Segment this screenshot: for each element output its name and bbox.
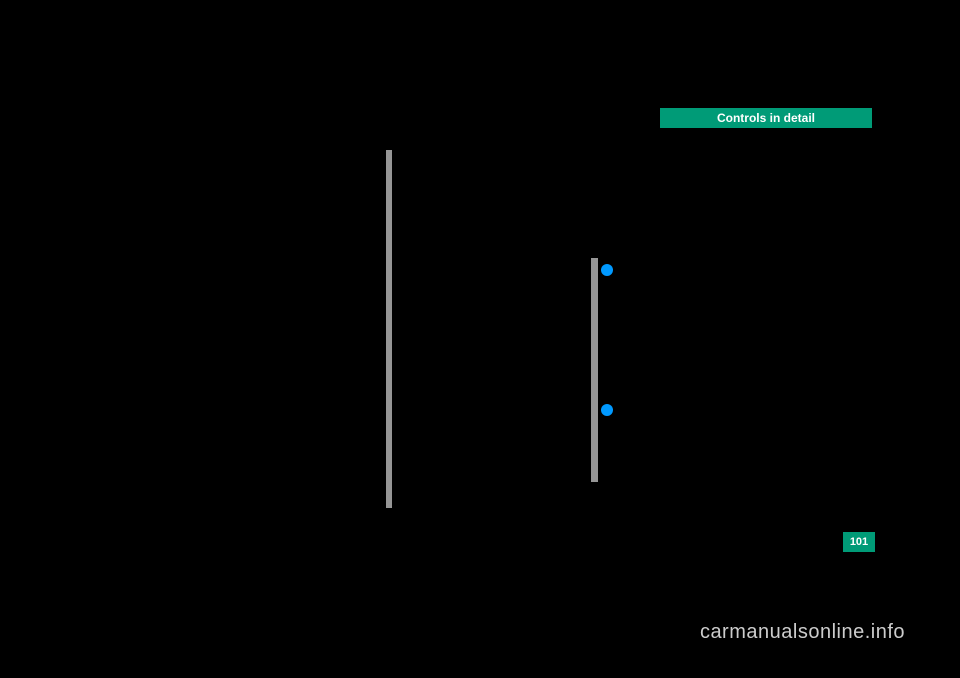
section-header-tab: Controls in detail	[660, 108, 872, 128]
column-divider-sub-1	[591, 258, 598, 398]
bullet-icon	[601, 404, 613, 416]
bullet-icon	[601, 264, 613, 276]
page-number-value: 101	[850, 536, 868, 548]
section-header-label: Controls in detail	[717, 111, 815, 125]
page-number-box: 101	[843, 532, 875, 552]
watermark-text: carmanualsonline.info	[700, 621, 905, 644]
column-divider-main	[386, 150, 392, 508]
column-divider-sub-2	[591, 398, 598, 482]
